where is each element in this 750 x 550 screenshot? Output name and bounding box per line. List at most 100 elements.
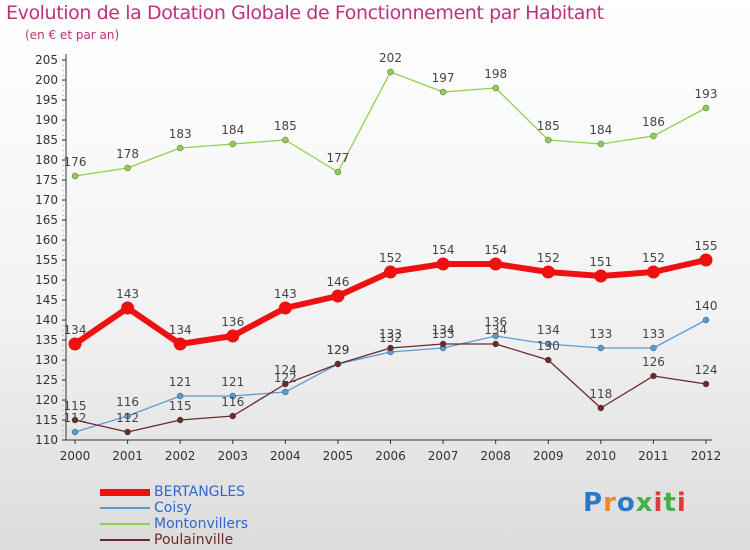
data-point (124, 412, 131, 420)
legend-item: BERTANGLES (100, 484, 248, 500)
data-label: 184 (589, 123, 612, 137)
legend-swatch (100, 539, 150, 541)
x-tick-label: 2007 (428, 449, 459, 463)
data-label: 143 (116, 287, 139, 301)
data-point (229, 392, 236, 400)
legend-label: Montonvillers (154, 516, 249, 532)
data-point (278, 301, 292, 315)
y-tick-label: 165 (35, 213, 58, 227)
data-point (176, 144, 184, 152)
data-label: 176 (64, 155, 87, 169)
data-label: 186 (642, 115, 665, 129)
data-label: 116 (116, 395, 139, 409)
data-point (489, 257, 503, 271)
data-point (124, 164, 131, 172)
y-tick-label: 115 (35, 413, 58, 427)
chart-title: Evolution de la Dotation Globale de Fonc… (6, 2, 604, 24)
data-point (124, 428, 131, 436)
data-point (597, 404, 605, 412)
data-point (492, 340, 499, 348)
data-label: 151 (589, 255, 612, 269)
data-label: 130 (537, 339, 560, 353)
data-point (646, 265, 660, 279)
data-label: 140 (695, 299, 718, 313)
x-tick-label: 2004 (270, 449, 301, 463)
data-label: 146 (326, 275, 349, 289)
y-tick-label: 175 (35, 173, 58, 187)
data-label: 134 (484, 323, 507, 337)
data-point (594, 269, 608, 283)
x-tick-label: 2006 (375, 449, 406, 463)
data-point (331, 289, 345, 303)
data-point (699, 253, 713, 267)
data-label: 154 (432, 243, 455, 257)
y-tick-label: 140 (35, 313, 58, 327)
data-point (545, 136, 552, 144)
data-label: 202 (379, 51, 402, 65)
data-point (173, 337, 187, 351)
data-point (545, 340, 552, 348)
data-label: 197 (432, 71, 455, 85)
x-tick-label: 2009 (533, 449, 564, 463)
y-tick-label: 170 (35, 193, 58, 207)
data-label: 132 (379, 331, 402, 345)
legend-item: Montonvillers (100, 516, 248, 532)
data-label: 133 (589, 327, 612, 341)
data-label: 115 (64, 399, 87, 413)
x-tick-label: 2010 (586, 449, 617, 463)
data-label: 152 (642, 251, 665, 265)
data-label: 133 (432, 327, 455, 341)
data-point (436, 257, 450, 271)
legend-swatch (100, 523, 150, 525)
x-tick-label: 2005 (323, 449, 354, 463)
data-point (650, 344, 657, 352)
legend-item: Poulainville (100, 532, 248, 548)
data-point (68, 337, 82, 351)
y-tick-label: 190 (35, 113, 58, 127)
data-label: 124 (695, 363, 718, 377)
data-label: 115 (169, 399, 192, 413)
data-label: 129 (326, 343, 349, 357)
data-point (597, 344, 605, 352)
data-label: 184 (221, 123, 244, 137)
data-label: 134 (169, 323, 192, 337)
proxiti-logo: Proxiti (583, 488, 687, 518)
data-point (71, 416, 79, 424)
data-label: 122 (274, 371, 297, 385)
data-point (387, 344, 394, 352)
y-tick-label: 130 (35, 353, 58, 367)
data-label: 126 (642, 355, 665, 369)
data-point (334, 168, 342, 176)
data-point (492, 332, 499, 340)
data-point (702, 316, 710, 324)
data-point (702, 380, 710, 388)
data-label: 143 (274, 287, 297, 301)
y-tick-label: 195 (35, 93, 58, 107)
data-point (121, 301, 135, 315)
data-point (229, 140, 236, 148)
data-label: 185 (537, 119, 560, 133)
data-point (702, 104, 710, 112)
y-tick-label: 120 (35, 393, 58, 407)
data-point (492, 84, 499, 92)
data-label: 124 (274, 363, 297, 377)
legend-label: BERTANGLES (154, 484, 246, 500)
y-tick-label: 205 (35, 53, 58, 67)
data-point (384, 265, 397, 279)
data-point (282, 380, 289, 388)
x-tick-label: 2003 (217, 449, 248, 463)
data-label: 133 (642, 327, 665, 341)
data-label: 134 (537, 323, 560, 337)
x-tick-label: 2000 (60, 449, 91, 463)
data-label: 134 (64, 323, 87, 337)
data-point (650, 372, 657, 380)
data-label: 118 (589, 387, 612, 401)
data-point (541, 265, 555, 279)
data-point (650, 132, 657, 140)
legend-label: Coisy (154, 500, 192, 516)
x-tick-label: 2008 (480, 449, 511, 463)
data-label: 178 (116, 147, 139, 161)
data-label: 129 (326, 343, 349, 357)
data-label: 116 (221, 395, 244, 409)
y-tick-label: 125 (35, 373, 58, 387)
